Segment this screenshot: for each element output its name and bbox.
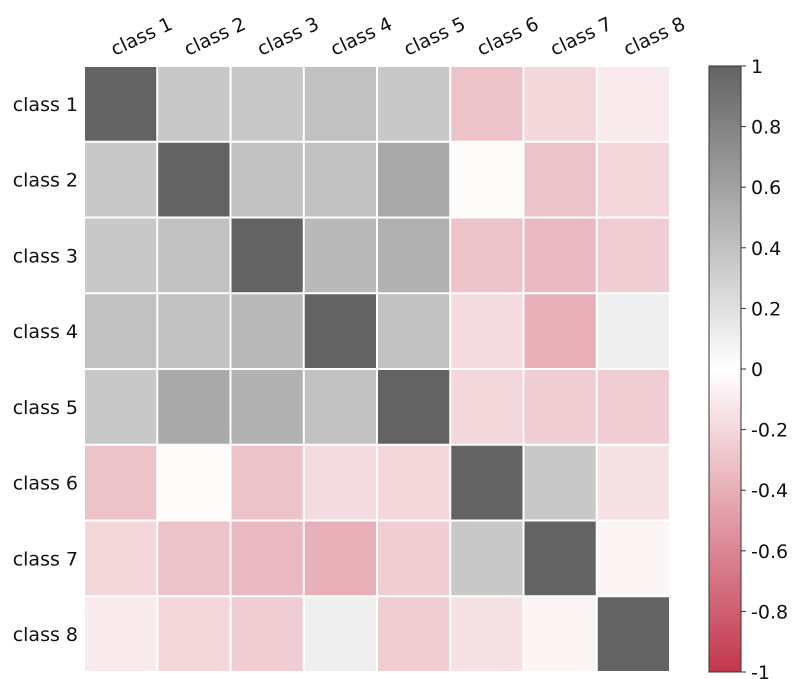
heatmap-cell	[85, 67, 157, 141]
heatmap-cell	[524, 142, 596, 217]
y-tick-label: class 7	[13, 548, 78, 570]
heatmap-cell	[304, 521, 376, 596]
heatmap-cell	[231, 67, 303, 141]
heatmap-cell	[85, 445, 157, 520]
heatmap-cell	[597, 370, 669, 444]
heatmap-cell	[378, 597, 450, 671]
heatmap-cell	[597, 294, 669, 368]
heatmap-cell	[597, 142, 669, 217]
heatmap-cell	[597, 597, 669, 671]
heatmap-cell	[378, 521, 450, 596]
heatmap-cell	[451, 294, 523, 368]
heatmap-cell	[304, 370, 376, 444]
y-tick-label: class 4	[13, 321, 78, 343]
heatmap-cell	[158, 521, 230, 596]
heatmap-cell	[85, 521, 157, 596]
heatmap-cell	[85, 597, 157, 671]
heatmap-cell	[304, 67, 376, 141]
heatmap-cell	[231, 445, 303, 520]
heatmap-cell	[304, 597, 376, 671]
heatmap-cell	[304, 445, 376, 520]
x-tick-label: class 5	[400, 13, 468, 61]
heatmap-cell	[524, 521, 596, 596]
heatmap-cell	[158, 294, 230, 368]
heatmap-cell	[451, 521, 523, 596]
colorbar-tick-label: 0.4	[751, 238, 781, 260]
heatmap-cell	[158, 370, 230, 444]
heatmap-cell	[158, 142, 230, 217]
heatmap-cell	[158, 445, 230, 520]
heatmap-cell	[231, 142, 303, 217]
colorbar-tick-label: 0	[751, 359, 763, 381]
heatmap-cell	[378, 218, 450, 293]
heatmap-cell	[231, 521, 303, 596]
heatmap-cell	[158, 67, 230, 141]
heatmap-cell	[451, 67, 523, 141]
heatmap-cell	[451, 370, 523, 444]
colorbar-tick-label: -1	[751, 662, 770, 679]
heatmap-cell	[378, 294, 450, 368]
heatmap-cell	[378, 370, 450, 444]
colorbar-tick-label: 0.6	[751, 177, 781, 199]
heatmap-cell	[597, 67, 669, 141]
y-tick-label: class 6	[13, 473, 78, 495]
colorbar-tick-label: 1	[751, 56, 763, 78]
heatmap-cell	[451, 142, 523, 217]
y-tick-label: class 5	[13, 397, 78, 419]
heatmap-cell	[597, 445, 669, 520]
heatmap-cell	[524, 67, 596, 141]
heatmap-cell	[597, 521, 669, 596]
x-tick-label: class 6	[474, 13, 542, 61]
heatmap-cell	[85, 142, 157, 217]
heatmap-cell	[524, 218, 596, 293]
heatmap-cell	[158, 597, 230, 671]
heatmap-cell	[378, 445, 450, 520]
heatmap-cell	[304, 142, 376, 217]
heatmap-cell	[597, 218, 669, 293]
colorbar-tick-label: 0.2	[751, 298, 781, 320]
heatmap-cell	[378, 142, 450, 217]
heatmap-cell	[304, 294, 376, 368]
x-tick-label: class 4	[327, 13, 395, 61]
heatmap-cell	[85, 370, 157, 444]
heatmap-cell	[524, 445, 596, 520]
y-tick-label: class 2	[13, 170, 78, 192]
x-tick-label: class 7	[547, 13, 615, 61]
heatmap-cell	[85, 294, 157, 368]
x-tick-label: class 2	[181, 13, 249, 61]
heatmap-cell	[231, 218, 303, 293]
colorbar-tick-label: 0.8	[751, 117, 781, 139]
heatmap-cell	[451, 445, 523, 520]
colorbar-tick-label: -0.4	[751, 480, 788, 502]
colorbar-tick-label: -0.8	[751, 601, 788, 623]
x-tick-label: class 3	[254, 13, 322, 61]
y-tick-label: class 1	[13, 94, 78, 116]
heatmap-cell	[524, 370, 596, 444]
y-tick-label: class 3	[13, 245, 78, 267]
heatmap-cell	[451, 597, 523, 671]
heatmap-cell	[85, 218, 157, 293]
heatmap-cell	[158, 218, 230, 293]
heatmap-cell	[524, 294, 596, 368]
x-tick-label: class 8	[620, 13, 688, 61]
heatmap-cell	[231, 294, 303, 368]
x-tick-label: class 1	[107, 13, 175, 61]
y-tick-label: class 8	[13, 624, 78, 646]
colorbar-tick-label: -0.2	[751, 420, 788, 442]
heatmap-cell	[524, 597, 596, 671]
heatmap-cell	[378, 67, 450, 141]
heatmap-cell	[451, 218, 523, 293]
heatmap-cell	[304, 218, 376, 293]
heatmap-cell	[231, 370, 303, 444]
colorbar	[708, 65, 742, 673]
heatmap-cell	[231, 597, 303, 671]
colorbar-tick-label: -0.6	[751, 541, 788, 563]
